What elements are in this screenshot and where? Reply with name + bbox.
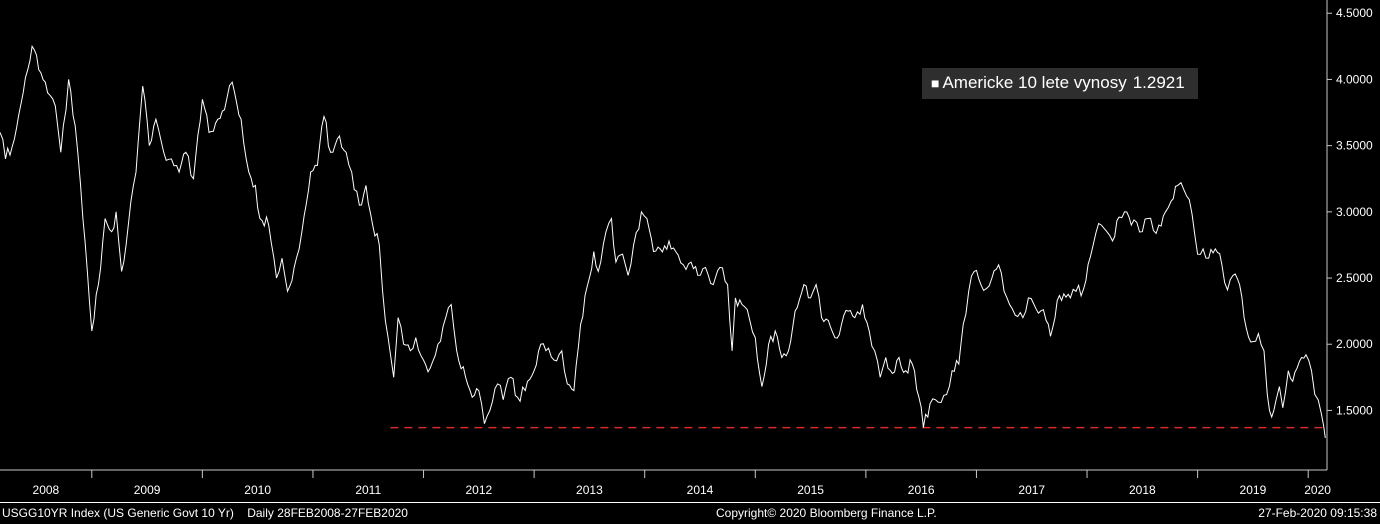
x-axis-year-label: 2010 — [244, 483, 271, 497]
y-axis-tick-label: 4.0000 — [1336, 72, 1373, 86]
x-axis-year-label: 2017 — [1018, 483, 1045, 497]
chart-legend-item[interactable]: ■ Americke 10 lete vynosy 1.2921 — [922, 68, 1198, 99]
y-axis-tick-label: 3.5000 — [1336, 139, 1373, 153]
instrument-description: USGG10YR Index (US Generic Govt 10 Yr) — [2, 506, 234, 520]
timestamp: 27-Feb-2020 09:15:38 — [1258, 506, 1377, 520]
chart-period: Daily 28FEB2008-27FEB2020 — [247, 506, 408, 520]
y-axis-tick-label: 2.5000 — [1336, 271, 1373, 285]
series-label: Americke 10 lete vynosy — [942, 73, 1127, 92]
x-axis-year-label: 2014 — [687, 483, 714, 497]
x-axis-year-label: 2015 — [797, 483, 824, 497]
status-left: USGG10YR Index (US Generic Govt 10 Yr) D… — [2, 503, 418, 523]
y-axis-tick-label: 1.5000 — [1336, 403, 1373, 417]
series-marker-icon: ■ — [931, 75, 940, 91]
status-bar: USGG10YR Index (US Generic Govt 10 Yr) D… — [0, 502, 1380, 524]
x-axis-year-label: 2018 — [1129, 483, 1156, 497]
y-axis-tick-label: 3.0000 — [1336, 205, 1373, 219]
x-axis-year-label: 2011 — [355, 483, 381, 497]
y-axis-tick-label: 4.5000 — [1336, 6, 1373, 20]
copyright-text: Copyright© 2020 Bloomberg Finance L.P. — [716, 506, 937, 520]
x-axis-year-label: 2008 — [33, 483, 60, 497]
x-axis-year-label: 2009 — [134, 483, 161, 497]
yield-chart-plot[interactable]: 1.5000 2.0000 2.5000 3.0000 3.5000 4.0000 4.50… — [0, 0, 1380, 502]
series-last-value: 1.2921 — [1132, 73, 1185, 92]
x-axis-year-label: 2020 — [1304, 483, 1331, 497]
x-axis-year-label: 2012 — [465, 483, 492, 497]
yield-line-series — [0, 44, 1326, 438]
x-axis-year-label: 2019 — [1240, 483, 1267, 497]
x-axis-year-label: 2013 — [576, 483, 603, 497]
y-axis-tick-label: 2.0000 — [1336, 337, 1373, 351]
x-axis-year-label: 2016 — [908, 483, 935, 497]
